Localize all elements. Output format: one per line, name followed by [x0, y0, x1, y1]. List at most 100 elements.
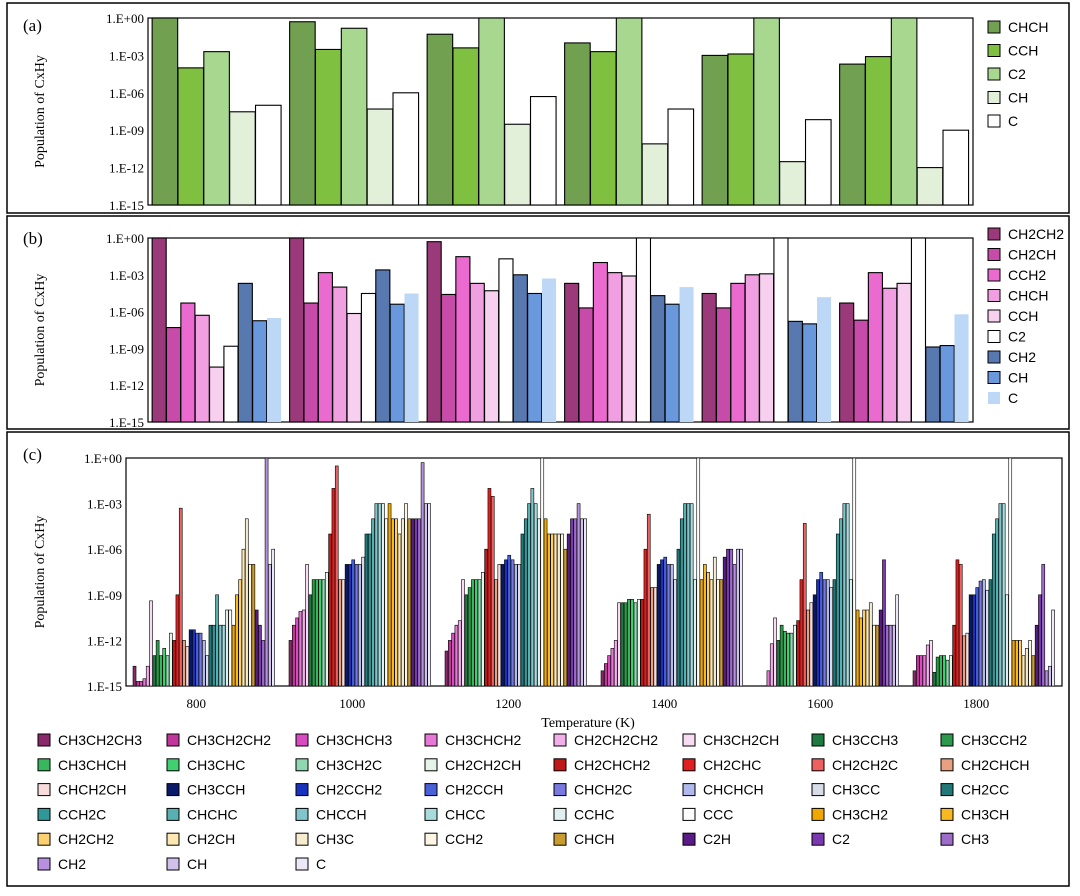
x-tick-label: 1600 — [807, 696, 833, 711]
bar — [576, 503, 581, 687]
bar — [853, 319, 869, 423]
bar — [311, 579, 316, 687]
bar — [151, 237, 167, 423]
bar — [467, 587, 472, 687]
bar — [289, 21, 316, 206]
legend-label: CHCCH — [316, 806, 367, 822]
bar — [839, 63, 866, 206]
legend-swatch — [682, 807, 696, 821]
bar — [839, 518, 843, 687]
bar — [317, 272, 333, 423]
bar — [667, 108, 695, 206]
bar — [804, 119, 832, 206]
bar — [328, 533, 332, 687]
y-tick-label: 1.E-12 — [87, 633, 122, 648]
bar — [194, 314, 210, 423]
bar — [716, 579, 720, 687]
bar — [288, 640, 293, 687]
bar — [195, 632, 200, 687]
bar — [248, 564, 252, 687]
bar — [766, 670, 771, 687]
bar — [835, 533, 840, 687]
bar — [371, 518, 375, 687]
y-tick-label: 1.E-12 — [109, 378, 144, 393]
legend-swatch — [987, 330, 1001, 343]
legend-label: CCH2C — [58, 806, 106, 822]
bar — [162, 648, 167, 687]
legend-label: CH2CH2C — [832, 757, 898, 773]
legend-label: CH2CHC — [703, 757, 761, 773]
bar — [819, 572, 824, 687]
bar — [683, 503, 687, 687]
legend-swatch — [987, 227, 1001, 241]
legend-swatch — [987, 350, 1001, 364]
bar — [271, 548, 275, 687]
legend-swatch — [424, 733, 438, 747]
legend-label: CHCH — [1008, 19, 1048, 35]
bar — [221, 624, 226, 687]
bar — [407, 518, 412, 687]
bar — [566, 533, 571, 687]
legend-swatch — [37, 857, 51, 871]
bar — [1051, 609, 1055, 687]
legend-label: CH3CHCH2 — [445, 732, 521, 748]
bar — [787, 320, 803, 423]
bar — [389, 303, 405, 423]
bar — [366, 108, 394, 206]
bar — [560, 533, 564, 687]
bar — [633, 602, 638, 687]
bar — [478, 17, 505, 206]
legend-label: CHCHC — [187, 806, 238, 822]
bar — [641, 143, 669, 206]
bar — [484, 290, 500, 423]
bar — [374, 503, 379, 687]
bar — [391, 518, 395, 687]
bar — [542, 278, 557, 422]
bar — [132, 665, 137, 687]
bar — [188, 629, 193, 687]
bar — [939, 655, 943, 687]
bar — [868, 602, 873, 687]
legend-label: CH — [1008, 370, 1028, 386]
bar — [965, 632, 970, 687]
y-tick-label: 1.E+00 — [106, 231, 144, 246]
panel-c: (c) 1.E+00 1.E-03 1.E-06 1.E-09 1.E-12 1.E-15 P… — [6, 431, 1070, 887]
bar — [424, 503, 428, 687]
bar — [855, 609, 860, 687]
bar — [537, 518, 541, 687]
legend-label: CH2 — [58, 856, 86, 872]
bar — [727, 53, 755, 206]
bar — [867, 272, 883, 423]
bar — [693, 579, 697, 687]
legend-swatch — [295, 857, 309, 871]
bar — [381, 503, 385, 687]
bar — [1041, 564, 1046, 687]
bar — [666, 564, 671, 687]
bar — [578, 307, 594, 423]
legend-label: CHCC — [445, 806, 485, 822]
legend-label: CH2CC — [961, 782, 1009, 798]
bar — [361, 556, 365, 687]
legend-label: CH2CH2 — [58, 831, 114, 847]
bar — [175, 594, 180, 687]
legend-swatch — [553, 783, 567, 797]
bar — [910, 237, 927, 423]
panel-label: (b) — [23, 229, 43, 248]
legend-swatch — [37, 832, 51, 846]
bar — [440, 293, 457, 423]
bar — [498, 258, 514, 423]
bar — [298, 611, 303, 687]
bar — [235, 594, 239, 687]
bar — [888, 624, 893, 687]
x-tick-label: 1200 — [495, 696, 521, 711]
bar — [241, 548, 246, 687]
legend-label: CCH — [1008, 308, 1038, 324]
bar — [613, 640, 618, 687]
legend-swatch — [295, 807, 309, 821]
y-tick-label: 1.E-15 — [109, 198, 144, 213]
bar — [635, 237, 652, 423]
bar — [205, 655, 209, 687]
bar — [706, 572, 710, 687]
bar — [991, 533, 996, 687]
bar — [1021, 655, 1026, 687]
